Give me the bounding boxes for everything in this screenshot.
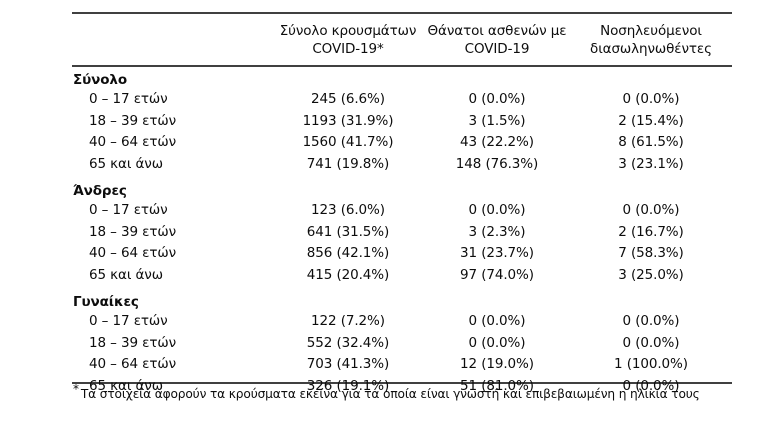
header-total-cases-line1: Σύνολο κρουσμάτων [279,23,417,39]
footnote-marker: * [73,381,79,396]
cell-intubated: 2 (15.4%) [618,112,684,129]
table-container: Σύνολο κρουσμάτων COVID-19* Θάνατοι ασθε… [72,12,732,397]
cell-total-cases: 1193 (31.9%) [302,112,394,129]
cell-intubated: 0 (0.0%) [622,202,680,218]
section-label: Άνδρες [73,183,127,199]
cell-deaths: 3 (2.3%) [468,223,526,240]
cell-deaths: 43 (22.2%) [460,134,534,150]
cell-deaths: 0 (0.0%) [468,313,526,329]
header-cell-total-cases: Σύνολο κρουσμάτων COVID-19* [272,12,424,64]
table-footnote: * Τα στοιχεία αφορούν τα κρούσματα εκείνα… [73,383,745,402]
cell-intubated: 0 (0.0%) [622,313,680,329]
header-cell-intubated: Νοσηλευόμενοι διασωληνωθέντες [570,12,732,64]
cell-intubated: 1 (100.0%) [614,356,688,372]
cell-deaths: 0 (0.0%) [468,91,526,107]
age-group-label: 18 – 39 ετών [89,223,177,240]
cell-total-cases: 856 (42.1%) [306,245,390,261]
age-group-label: 0 – 17 ετών [89,202,168,218]
cell-intubated: 2 (16.7%) [618,223,684,240]
header-intubated-line1: Νοσηλευόμενοι [600,23,702,39]
table-section-header-row: Άνδρες [72,175,732,200]
cell-total-cases: 741 (19.8%) [306,155,390,172]
cell-total-cases: 641 (31.5%) [306,223,390,240]
cell-total-cases: 415 (20.4%) [306,266,390,283]
cell-deaths: 0 (0.0%) [468,334,526,351]
cell-intubated: 0 (0.0%) [622,91,680,107]
age-group-label: 18 – 39 ετών [89,112,177,129]
cell-deaths: 12 (19.0%) [460,356,534,372]
table-row: 65 και άνω 326 (19.1%) 51 (81.0%) 0 (0.0%) [72,376,732,398]
table-row: 40 – 64 ετών 1560 (41.7%) 43 (22.2%) 8 (61.… [72,132,732,154]
age-group-label: 0 – 17 ετών [89,313,168,329]
section-header-spacer [570,286,732,311]
table-section-header-row: Σύνολο [72,64,732,89]
age-group-label: 40 – 64 ετών [89,356,177,372]
table-row: 0 – 17 ετών 122 (7.2%) 0 (0.0%) 0 (0.0%) [72,311,732,333]
section-header-spacer [272,175,424,200]
cell-intubated: 0 (0.0%) [622,377,680,394]
section-header-spacer [570,64,732,89]
section-header-spacer [272,64,424,89]
header-total-cases-line2: COVID-19* [312,41,384,57]
cell-deaths: 148 (76.3%) [455,155,539,172]
cell-deaths: 3 (1.5%) [468,112,526,129]
cell-total-cases: 326 (19.1%) [306,377,390,394]
table-row: 18 – 39 ετών 641 (31.5%) 3 (2.3%) 2 (16.7%) [72,222,732,244]
header-cell-deaths: Θάνατοι ασθενών με COVID-19 [424,12,570,64]
section-header-spacer [424,175,570,200]
age-group-label: 18 – 39 ετών [89,334,177,351]
age-group-label: 40 – 64 ετών [89,134,177,150]
table-body: Σύνολο 0 – 17 ετών 245 (6.6%) 0 (0.0%) 0 (0.… [72,64,732,397]
header-cell-row-label [72,12,272,64]
cell-intubated: 7 (58.3%) [618,245,684,261]
table-row: 0 – 17 ετών 123 (6.0%) 0 (0.0%) 0 (0.0%) [72,200,732,222]
table-top-rule [72,12,732,14]
cell-total-cases: 245 (6.6%) [311,91,385,107]
table-bottom-rule [72,382,732,384]
cell-deaths: 0 (0.0%) [468,202,526,218]
cell-deaths: 97 (74.0%) [460,266,534,283]
age-group-label: 65 και άνω [89,266,163,283]
age-group-label: 65 και άνω [89,377,163,394]
section-header-spacer [272,286,424,311]
section-header-spacer [570,175,732,200]
covid-age-table: Σύνολο κρουσμάτων COVID-19* Θάνατοι ασθε… [72,12,732,397]
cell-intubated: 3 (25.0%) [618,266,684,283]
section-header-spacer [424,286,570,311]
header-deaths-line2: COVID-19 [464,41,530,57]
cell-total-cases: 1560 (41.7%) [302,134,394,150]
cell-total-cases: 552 (32.4%) [306,334,390,351]
section-header-spacer [424,64,570,89]
table-row: 18 – 39 ετών 1193 (31.9%) 3 (1.5%) 2 (15.4%… [72,111,732,133]
footnote-text: Τα στοιχεία αφορούν τα κρούσματα εκείνα … [80,387,700,401]
table-section-header-row: Γυναίκες [72,286,732,311]
age-group-label: 65 και άνω [89,155,163,172]
cell-total-cases: 703 (41.3%) [306,356,390,372]
table-row: 65 και άνω 415 (20.4%) 97 (74.0%) 3 (25.0%) [72,265,732,287]
table-row: 18 – 39 ετών 552 (32.4%) 0 (0.0%) 0 (0.0%) [72,333,732,355]
section-label: Σύνολο [73,72,128,88]
table-header-rule [72,65,732,67]
cell-intubated: 0 (0.0%) [622,334,680,351]
cell-total-cases: 123 (6.0%) [311,202,385,218]
cell-intubated: 8 (61.5%) [618,134,684,150]
table-head: Σύνολο κρουσμάτων COVID-19* Θάνατοι ασθε… [72,12,732,64]
cell-total-cases: 122 (7.2%) [311,313,385,329]
cell-intubated: 3 (23.1%) [618,155,684,172]
section-label: Γυναίκες [73,294,139,310]
table-row: 40 – 64 ετών 703 (41.3%) 12 (19.0%) 1 (100.… [72,354,732,376]
table-row: 40 – 64 ετών 856 (42.1%) 31 (23.7%) 7 (58.3… [72,243,732,265]
header-row: Σύνολο κρουσμάτων COVID-19* Θάνατοι ασθε… [72,12,732,64]
age-group-label: 0 – 17 ετών [89,91,168,107]
header-deaths-line1: Θάνατοι ασθενών με [427,23,567,39]
cell-deaths: 51 (81.0%) [460,377,534,394]
age-group-label: 40 – 64 ετών [89,245,177,261]
table-row: 0 – 17 ετών 245 (6.6%) 0 (0.0%) 0 (0.0%) [72,89,732,111]
header-intubated-line2: διασωληνωθέντες [590,41,712,57]
table-row: 65 και άνω 741 (19.8%) 148 (76.3%) 3 (23.1%… [72,154,732,176]
cell-deaths: 31 (23.7%) [460,245,534,261]
